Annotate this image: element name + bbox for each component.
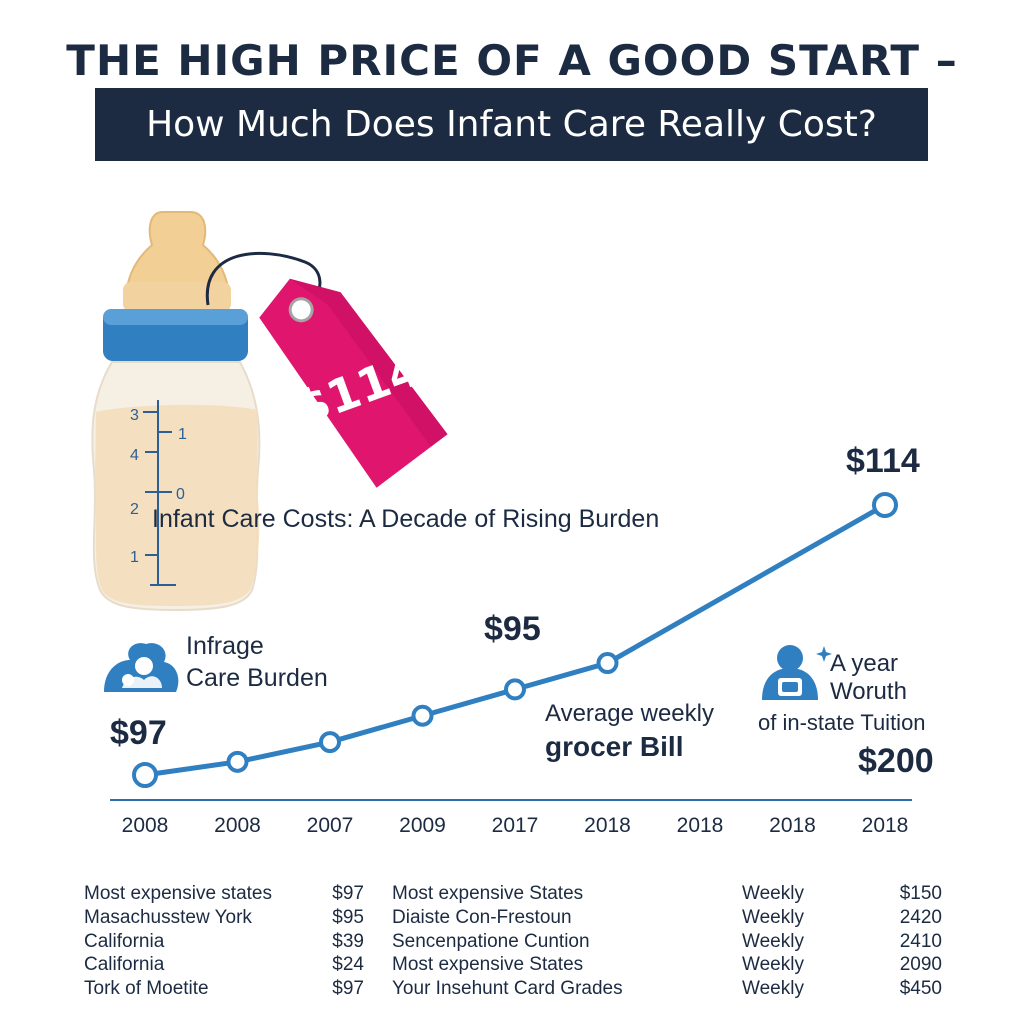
data-point <box>504 678 526 701</box>
table-cell-value: 2420 <box>899 906 942 928</box>
x-tick-label: 2008 <box>121 814 169 837</box>
bottle-scale-label: 4 <box>130 447 139 464</box>
data-point <box>319 731 341 754</box>
page-subtitle: How Much Does Infant Care Really Cost? <box>95 88 928 161</box>
table-row: California $39 <box>84 930 364 954</box>
baby-bottle-icon: 3 4 2 1 1 0 <box>91 211 261 612</box>
table-cell-label: California <box>84 930 165 952</box>
left-cost-table: Most expensive states $97 Masachusstew Yo… <box>84 882 364 1001</box>
table-cell-value: $24 <box>332 954 364 976</box>
x-tick-label: 2009 <box>399 814 446 837</box>
chart-title: Infant Care Costs: A Decade of Rising Bu… <box>152 505 660 533</box>
left-callout-line-2: Care Burden <box>186 664 328 692</box>
table-row: Sencenpatione Cuntion Weekly 2410 <box>392 930 942 954</box>
table-cell-label: Most expensive states <box>84 883 272 904</box>
table-cell-value: $450 <box>899 978 942 1000</box>
table-row: Most expensive States Weekly 2090 <box>392 953 942 977</box>
table-cell-frequency: Weekly <box>742 930 804 952</box>
grocery-callout-line-2: grocer Bill <box>545 731 684 762</box>
x-tick-label: 2018 <box>676 814 724 837</box>
table-cell-value: $39 <box>332 930 364 952</box>
bottle-scale-label: 0 <box>176 486 185 503</box>
x-tick-label: 2018 <box>861 814 909 837</box>
table-cell-label: Masachusstew York <box>84 906 252 928</box>
left-callout-line-1: Infrage <box>186 632 264 660</box>
right-cost-table: Most expensive States Weekly $150 Diaiste … <box>392 882 942 1001</box>
table-row: Most expensive states $97 <box>84 882 364 906</box>
table-row: Tork of Moetite $97 <box>84 977 364 1001</box>
table-cell-frequency: Weekly <box>742 978 804 1000</box>
table-cell-label: Your Insehunt Card Grades <box>392 978 623 1000</box>
line-chart <box>110 492 912 801</box>
x-tick-label: 2018 <box>584 814 631 837</box>
bottle-scale-label: 1 <box>130 549 139 566</box>
bottle-scale-label: 3 <box>130 407 139 424</box>
table-cell-value: $97 <box>332 978 364 1000</box>
table-cell-frequency: Weekly <box>742 954 804 976</box>
bottle-scale-label: 2 <box>130 501 139 518</box>
baby-icon <box>104 643 179 692</box>
table-row: California $24 <box>84 953 364 977</box>
data-point <box>411 704 434 727</box>
table-cell-label: Tork of Moetite <box>84 978 209 1000</box>
table-cell-value: 2090 <box>899 954 942 976</box>
x-tick-label: 2008 <box>214 814 261 837</box>
x-tick-label: 2007 <box>306 814 354 837</box>
table-cell-label: California <box>84 954 165 976</box>
price-tag-icon: $114 <box>205 251 448 488</box>
table-cell-frequency: Weekly <box>742 906 804 928</box>
table-cell-label: Diaiste Con-Frestoun <box>392 906 572 928</box>
grocery-callout-line-1: Average weekly <box>545 700 714 727</box>
table-cell-label: Most expensive States <box>392 954 584 976</box>
table-cell-value: $150 <box>899 883 942 904</box>
tuition-callout-line-2: Woruth <box>830 678 907 705</box>
table-cell-label: Sencenpatione Cuntion <box>392 930 590 952</box>
table-row: Most expensive States Weekly $150 <box>392 882 942 906</box>
table-cell-frequency: Weekly <box>742 883 804 904</box>
mid-value-label: $95 <box>484 610 541 648</box>
page-title: THE HIGH PRICE OF A GOOD START – <box>66 36 958 85</box>
data-point <box>226 750 249 773</box>
end-value-label: $114 <box>846 442 920 480</box>
bottle-scale-label: 1 <box>178 426 187 443</box>
table-cell-value: 2410 <box>899 930 942 952</box>
table-row: Diaiste Con-Frestoun Weekly 2420 <box>392 906 942 930</box>
table-cell-label: Most expensive States <box>392 883 584 904</box>
start-value-label: $97 <box>110 714 167 752</box>
data-point <box>872 492 898 518</box>
data-point <box>132 762 158 788</box>
data-point <box>596 652 619 675</box>
table-cell-value: $97 <box>332 883 364 904</box>
graduate-icon <box>762 645 832 700</box>
x-tick-label: 2017 <box>491 814 539 837</box>
x-tick-label: 2018 <box>769 814 816 837</box>
table-row: Masachusstew York $95 <box>84 906 364 930</box>
tuition-callout-line-1: A year <box>830 650 899 677</box>
table-cell-value: $95 <box>332 906 364 928</box>
tuition-value-label: $200 <box>858 742 934 780</box>
table-row: Your Insehunt Card Grades Weekly $450 <box>392 977 942 1001</box>
tuition-callout-line-3: of in-state Tuition <box>758 710 926 735</box>
